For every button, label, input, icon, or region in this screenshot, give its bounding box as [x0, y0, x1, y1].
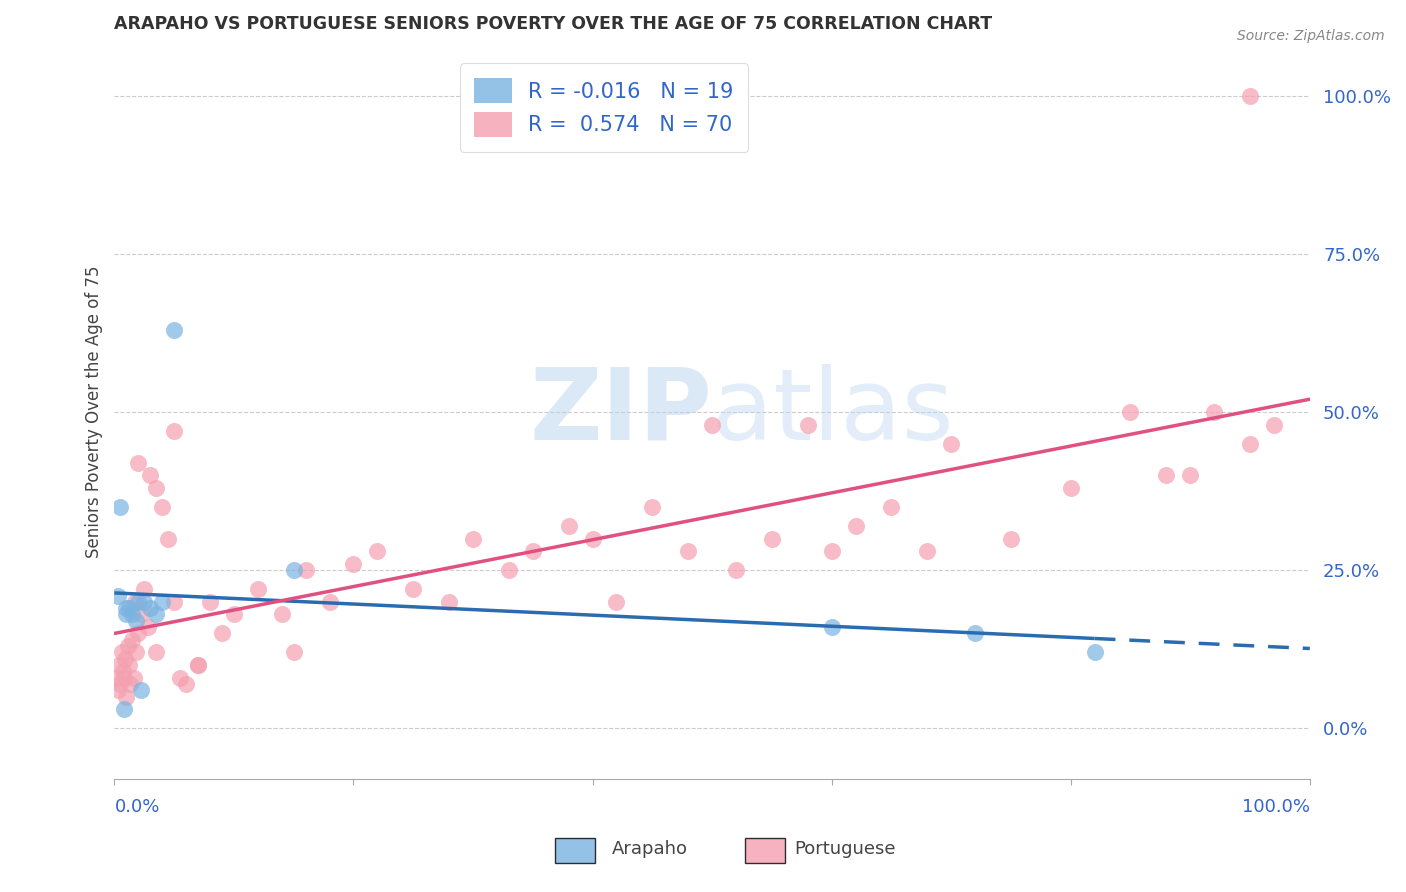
Point: [676, 544, 699, 558]
Point: [110, 645, 132, 659]
Point: [127, 456, 149, 470]
Point: [917, 544, 939, 558]
Point: [110, 677, 132, 691]
Point: [174, 677, 197, 691]
Point: [157, 532, 180, 546]
Text: 100.0%: 100.0%: [1241, 797, 1310, 816]
Point: [134, 595, 156, 609]
Point: [110, 500, 132, 514]
Point: [1084, 645, 1107, 659]
Point: [150, 595, 173, 609]
Point: [163, 323, 186, 337]
Point: [112, 702, 135, 716]
Point: [211, 626, 233, 640]
Point: [121, 632, 143, 647]
Point: [1180, 468, 1202, 483]
Point: [127, 626, 149, 640]
Point: [581, 532, 603, 546]
Point: [112, 671, 135, 685]
Point: [318, 595, 340, 609]
Point: [1239, 437, 1261, 451]
Point: [1263, 417, 1285, 432]
Point: [107, 683, 129, 698]
Text: ZIP: ZIP: [529, 364, 711, 461]
Point: [342, 557, 364, 571]
Point: [845, 519, 868, 533]
Point: [605, 595, 627, 609]
Point: [522, 544, 544, 558]
Point: [246, 582, 269, 597]
Point: [198, 595, 221, 609]
Point: [270, 607, 292, 622]
Point: [129, 607, 152, 622]
Point: [127, 595, 149, 609]
Point: [115, 601, 138, 615]
Point: [115, 690, 138, 704]
Point: [796, 417, 818, 432]
Point: [107, 589, 129, 603]
Point: [169, 671, 191, 685]
Point: [941, 437, 963, 451]
Point: [125, 645, 148, 659]
Point: [366, 544, 388, 558]
Point: [114, 651, 136, 665]
Point: [283, 645, 305, 659]
Text: ARAPAHO VS PORTUGUESE SENIORS POVERTY OVER THE AGE OF 75 CORRELATION CHART: ARAPAHO VS PORTUGUESE SENIORS POVERTY OV…: [114, 15, 993, 33]
Point: [118, 658, 141, 673]
Legend: R = -0.016   N = 19, R =  0.574   N = 70: R = -0.016 N = 19, R = 0.574 N = 70: [460, 63, 748, 152]
Point: [700, 417, 723, 432]
Point: [294, 563, 316, 577]
Point: [1119, 405, 1142, 419]
Point: [402, 582, 425, 597]
Point: [118, 601, 141, 615]
Point: [820, 544, 842, 558]
Point: [145, 645, 167, 659]
Point: [139, 468, 162, 483]
Point: [965, 626, 987, 640]
Point: [820, 620, 842, 634]
Point: [498, 563, 520, 577]
Point: [1000, 532, 1022, 546]
Text: Arapaho: Arapaho: [612, 840, 688, 858]
Point: [724, 563, 747, 577]
Point: [1060, 481, 1083, 495]
Point: [1204, 405, 1226, 419]
Point: [163, 595, 186, 609]
Point: [121, 607, 143, 622]
Point: [108, 658, 131, 673]
Point: [134, 582, 156, 597]
Point: [117, 639, 139, 653]
Point: [124, 595, 146, 609]
Point: [557, 519, 579, 533]
Point: [880, 500, 903, 514]
Point: [1239, 89, 1261, 103]
Point: [129, 683, 152, 698]
Text: 0.0%: 0.0%: [114, 797, 160, 816]
Point: [187, 658, 209, 673]
Text: Portuguese: Portuguese: [794, 840, 896, 858]
Point: [461, 532, 484, 546]
Y-axis label: Seniors Poverty Over the Age of 75: Seniors Poverty Over the Age of 75: [86, 266, 103, 558]
Point: [145, 481, 167, 495]
Point: [222, 607, 245, 622]
Point: [118, 677, 141, 691]
Point: [145, 607, 167, 622]
Point: [122, 671, 145, 685]
Point: [187, 658, 209, 673]
Point: [150, 500, 173, 514]
Point: [105, 671, 128, 685]
Point: [761, 532, 783, 546]
Text: atlas: atlas: [711, 364, 953, 461]
Point: [283, 563, 305, 577]
Point: [139, 601, 162, 615]
Point: [115, 607, 138, 622]
Text: Source: ZipAtlas.com: Source: ZipAtlas.com: [1237, 29, 1385, 43]
Point: [437, 595, 460, 609]
Point: [111, 665, 134, 679]
Point: [1156, 468, 1178, 483]
Point: [136, 620, 159, 634]
Point: [163, 424, 186, 438]
Point: [641, 500, 664, 514]
Point: [125, 614, 148, 628]
